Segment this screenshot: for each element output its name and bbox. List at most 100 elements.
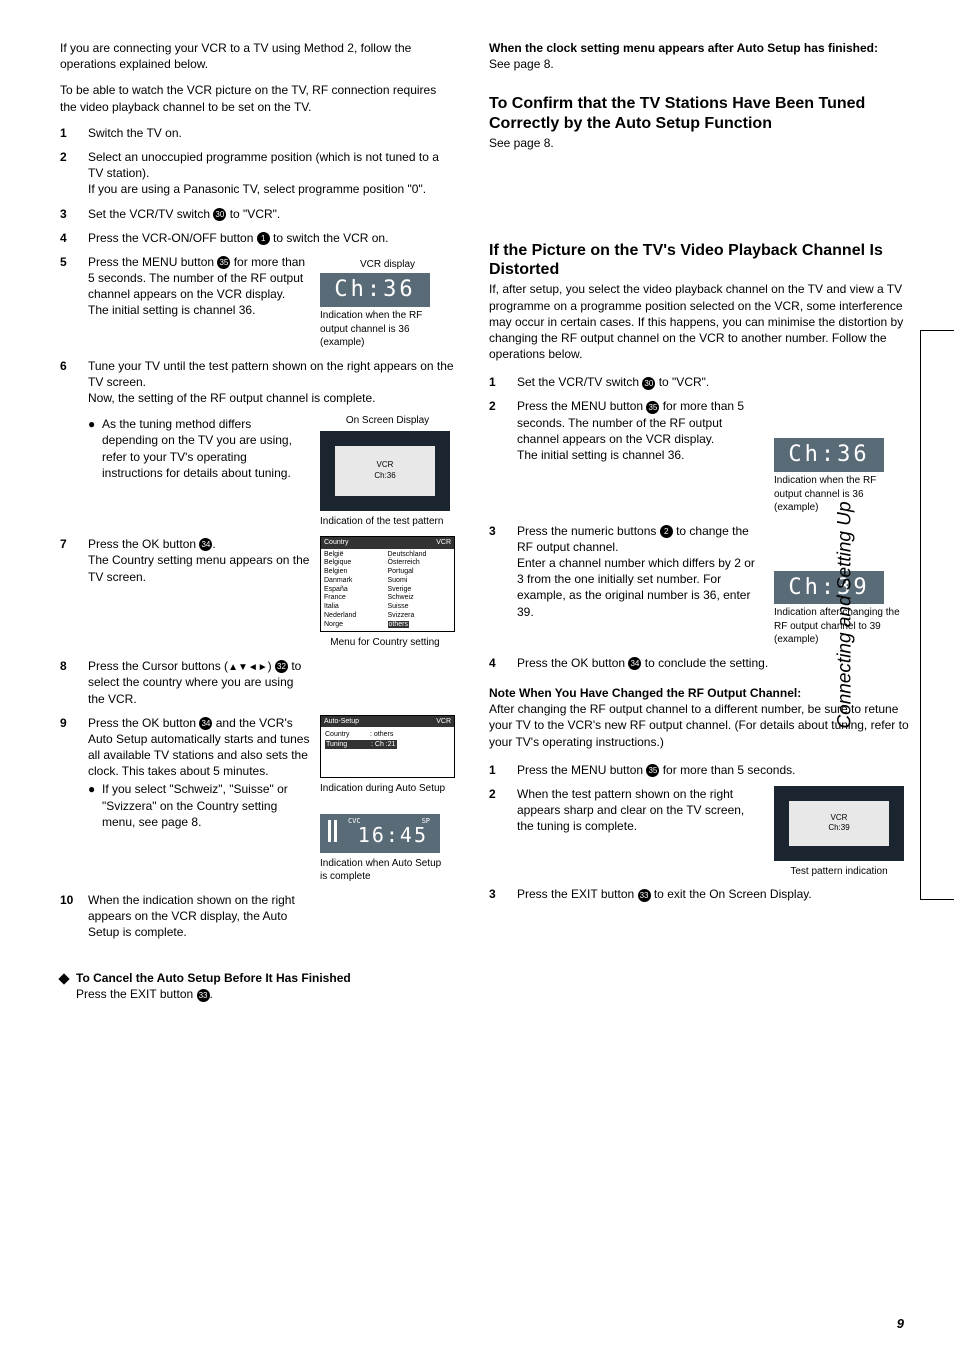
list-item: Portugal bbox=[388, 568, 452, 577]
step-number: 3 bbox=[489, 886, 517, 902]
menu-col-right: Deutschland Österreich Portugal Suomi Sv… bbox=[388, 551, 452, 630]
text: Enter a channel number which differs by … bbox=[517, 556, 755, 619]
step-text: Press the MENU button 35 for more than 5… bbox=[517, 398, 764, 463]
step-text: When the test pattern shown on the right… bbox=[517, 786, 764, 835]
text: VCR Ch:39 bbox=[828, 813, 849, 835]
text: See page 8. bbox=[489, 135, 909, 151]
text: Select an unoccupied programme position … bbox=[88, 150, 439, 180]
ref-icon: 34 bbox=[199, 717, 212, 730]
text: The initial setting is channel 36. bbox=[88, 303, 255, 317]
ref-icon: 34 bbox=[628, 657, 641, 670]
ref-icon: 30 bbox=[213, 208, 226, 221]
list-item-selected: others bbox=[388, 621, 409, 628]
figure-caption: Indication when the RF output channel is… bbox=[320, 309, 450, 350]
list-item: Svizzera bbox=[388, 612, 452, 621]
step-text: When the indication shown on the right a… bbox=[88, 892, 308, 941]
text: to switch the VCR on. bbox=[270, 231, 389, 245]
text: Press the Cursor buttons ( bbox=[88, 659, 228, 673]
menu-col-left: België Belgique Belgien Danmark España F… bbox=[324, 551, 388, 630]
cancel-block: To Cancel the Auto Setup Before It Has F… bbox=[60, 970, 455, 1002]
segment-display: Ch:36 bbox=[774, 438, 884, 472]
step-text: Press the OK button 34. The Country sett… bbox=[88, 536, 310, 650]
clock-block: When the clock setting menu appears afte… bbox=[489, 40, 909, 72]
step-text: Press the OK button 34 and the VCR's Aut… bbox=[88, 715, 310, 884]
figure-caption: Menu for Country setting bbox=[320, 636, 450, 650]
text: CVC bbox=[348, 817, 361, 826]
step-6-bullet: ● As the tuning method differs depending… bbox=[60, 414, 455, 528]
diamond-icon bbox=[58, 973, 69, 984]
text: VCR Ch:36 bbox=[374, 460, 395, 482]
text: Country bbox=[324, 538, 349, 547]
text: ) bbox=[268, 659, 275, 673]
bullet: ● As the tuning method differs depending… bbox=[88, 416, 310, 528]
step-number: 6 bbox=[60, 358, 88, 407]
figure-caption: Indication when Auto Setup is complete bbox=[320, 857, 450, 884]
list-item: Norge bbox=[324, 621, 388, 630]
text: As the tuning method differs depending o… bbox=[102, 416, 310, 528]
n-step-2: 2 When the test pattern shown on the rig… bbox=[489, 786, 909, 879]
heading: When the clock setting menu appears afte… bbox=[489, 41, 878, 55]
step-text: Press the Cursor buttons (▲▼◄►) 32 to se… bbox=[88, 658, 308, 707]
text: Press the OK button bbox=[517, 656, 628, 670]
osd-inner: VCR Ch:39 bbox=[789, 801, 889, 846]
text: . bbox=[210, 987, 213, 1001]
ref-icon: 35 bbox=[217, 256, 230, 269]
list-item: Schweiz bbox=[388, 594, 452, 603]
step-number: 4 bbox=[60, 230, 88, 246]
text: Press the OK button bbox=[88, 537, 199, 551]
list-item: Sverige bbox=[388, 586, 452, 595]
page-number: 9 bbox=[897, 1315, 904, 1333]
ref-icon: 33 bbox=[638, 889, 651, 902]
segment-display: Ch:36 bbox=[320, 273, 430, 307]
figure-caption: Indication of the test pattern bbox=[320, 515, 450, 529]
text: Now, the setting of the RF output channe… bbox=[88, 391, 376, 405]
text: for more than 5 seconds. bbox=[659, 763, 795, 777]
text: to "VCR". bbox=[655, 375, 709, 389]
bar-icon bbox=[334, 820, 337, 842]
text: SP bbox=[422, 817, 430, 826]
text: Press the MENU button bbox=[517, 399, 646, 413]
osd-box: VCR Ch:36 bbox=[320, 431, 450, 511]
confirm-block: To Confirm that the TV Stations Have Bee… bbox=[489, 94, 909, 151]
figure-complete: CVC SP 16:45 Indication when Auto Setup … bbox=[320, 814, 455, 884]
step-text: Switch the TV on. bbox=[88, 125, 455, 141]
text: If you select "Schweiz", "Suisse" or "Sv… bbox=[102, 781, 310, 830]
step-5: 5 Press the MENU button 35 for more than… bbox=[60, 254, 455, 350]
osd-box: VCR Ch:39 bbox=[774, 786, 904, 861]
text: The initial setting is channel 36. bbox=[517, 448, 684, 462]
step-text: Press the numeric buttons 2 to change th… bbox=[517, 523, 764, 620]
text: Press the OK button bbox=[88, 716, 199, 730]
list-item: Österreich bbox=[388, 559, 452, 568]
step-number: 2 bbox=[60, 149, 88, 198]
step-6: 6 Tune your TV until the test pattern sh… bbox=[60, 358, 455, 407]
text: Press the VCR-ON/OFF button bbox=[88, 231, 257, 245]
r-step-2: 2 Press the MENU button 35 for more than… bbox=[489, 398, 909, 514]
text: to conclude the setting. bbox=[641, 656, 768, 670]
figure-osd: On Screen Display VCR Ch:36 Indication o… bbox=[320, 414, 455, 528]
r-step-1: 1 Set the VCR/TV switch 30 to "VCR". bbox=[489, 374, 909, 390]
text: to exit the On Screen Display. bbox=[651, 887, 812, 901]
text: Press the MENU button bbox=[517, 763, 646, 777]
step-number: 1 bbox=[60, 125, 88, 141]
step-text: Press the VCR-ON/OFF button 1 to switch … bbox=[88, 230, 455, 246]
step-number: 7 bbox=[60, 536, 88, 650]
step-2: 2 Select an unoccupied programme positio… bbox=[60, 149, 455, 198]
step-text: Set the VCR/TV switch 30 to "VCR". bbox=[517, 374, 909, 390]
figure-caption: Indication during Auto Setup bbox=[320, 782, 450, 796]
left-column: If you are connecting your VCR to a TV u… bbox=[60, 40, 455, 1002]
text: : Ch :21 bbox=[370, 740, 397, 749]
step-text: Tune your TV until the test pattern show… bbox=[88, 358, 455, 407]
ref-icon: 34 bbox=[199, 538, 212, 551]
right-column: When the clock setting menu appears afte… bbox=[489, 40, 909, 911]
text: Country bbox=[325, 730, 370, 739]
text: VCR bbox=[436, 538, 451, 547]
step-text: Set the VCR/TV switch 30 to "VCR". bbox=[88, 206, 455, 222]
text: See page 8. bbox=[489, 57, 554, 71]
figure-label: VCR display bbox=[320, 258, 455, 272]
step-number: 3 bbox=[60, 206, 88, 222]
text: If, after setup, you select the video pl… bbox=[489, 281, 909, 362]
ref-icon: 30 bbox=[642, 377, 655, 390]
step-number: 1 bbox=[489, 762, 517, 778]
intro-p1: If you are connecting your VCR to a TV u… bbox=[60, 40, 455, 72]
heading: To Cancel the Auto Setup Before It Has F… bbox=[76, 971, 351, 985]
